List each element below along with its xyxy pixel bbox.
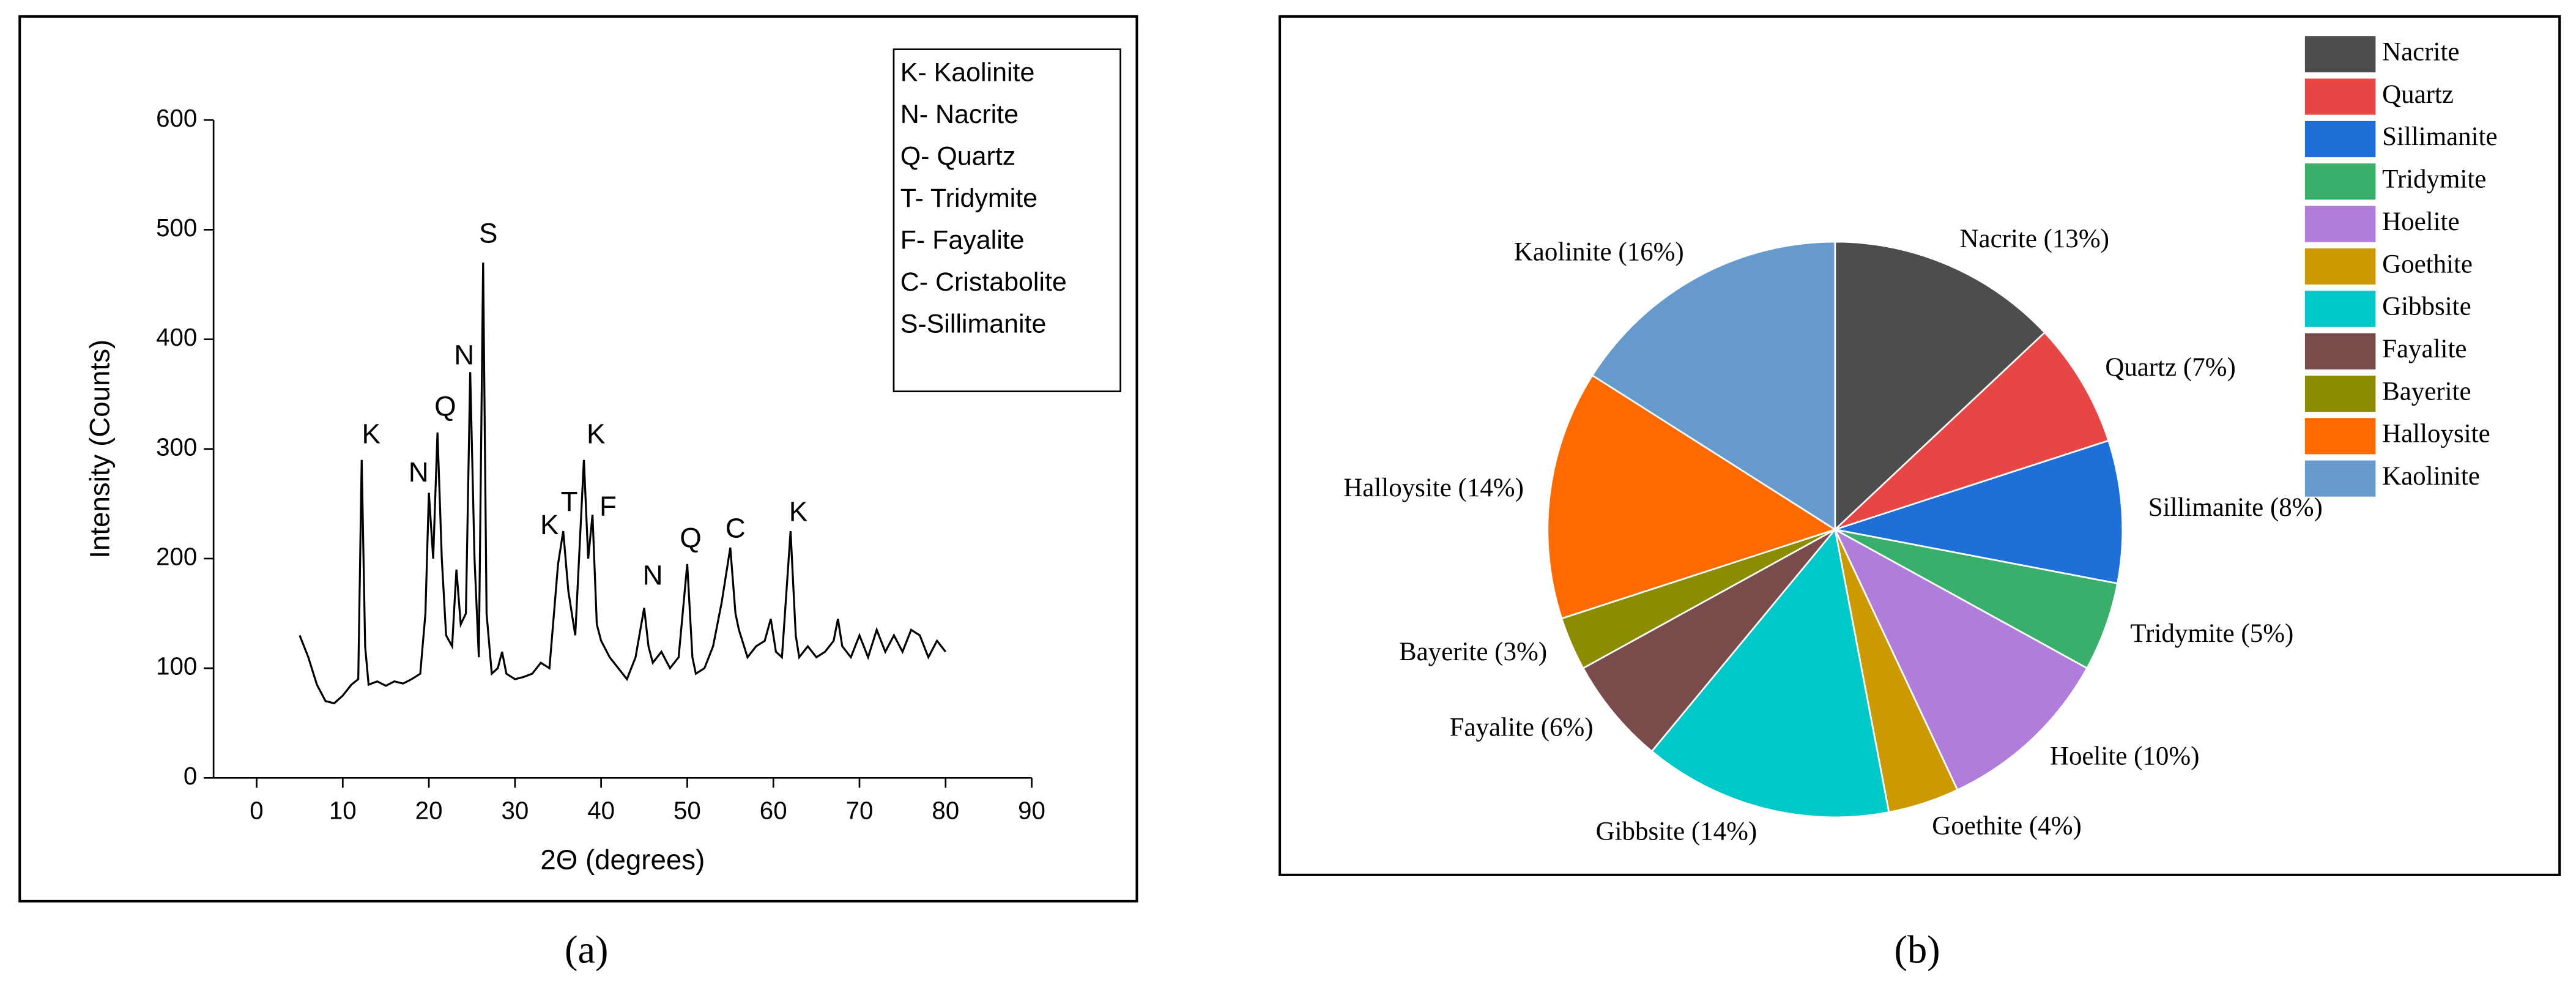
pie-slice [1650, 527, 1890, 819]
peak-label: Q [680, 523, 702, 554]
key-entry: S-Sillimanite [900, 310, 1047, 339]
y-tick-label: 300 [156, 433, 197, 461]
legend-swatch [2304, 418, 2376, 455]
legend-swatch [2304, 121, 2376, 157]
pie-slice [1834, 331, 2110, 530]
legend-swatch [2304, 206, 2376, 242]
peak-label: N [409, 456, 429, 488]
legend-swatch [2304, 333, 2376, 370]
legend-swatch [2304, 163, 2376, 200]
key-entry: C- Cristabolite [900, 267, 1067, 297]
legend-label: Fayalite [2382, 335, 2467, 363]
x-tick-label: 60 [760, 797, 787, 824]
peak-label: K [789, 496, 807, 527]
slice-label: Kaolinite (16%) [1514, 237, 1684, 266]
key-entry: N- Nacrite [900, 100, 1019, 129]
y-tick-label: 0 [184, 762, 197, 790]
pie-slice [1582, 529, 1836, 753]
pie-slice [1835, 529, 2119, 669]
pie-slice [1546, 374, 1837, 620]
legend-label: Halloysite [2382, 420, 2490, 448]
x-tick-label: 30 [501, 797, 529, 824]
panel-b-frame [1279, 15, 2561, 876]
slice-label: Sillimanite (8%) [2148, 493, 2323, 522]
y-tick-label: 400 [156, 324, 197, 351]
legend-label: Quartz [2382, 80, 2454, 109]
legend-label: Bayerite [2382, 377, 2471, 406]
legend-swatch [2304, 291, 2376, 327]
legend-label: Gibbsite [2382, 292, 2471, 321]
peak-label: T [561, 486, 578, 517]
legend-label: Sillimanite [2382, 122, 2498, 151]
y-tick-label: 100 [156, 653, 197, 680]
key-entry: F- Fayalite [900, 225, 1025, 255]
slice-label: Gibbsite (14%) [1596, 817, 1758, 846]
legend-swatch [2304, 460, 2376, 497]
x-tick-label: 20 [415, 797, 443, 824]
legend-label: Goethite [2382, 250, 2473, 278]
peak-label: K [540, 509, 559, 540]
peak-label: K [587, 418, 605, 449]
peak-label: C [726, 512, 746, 543]
key-entry: Q- Quartz [900, 141, 1016, 171]
key-entry: T- Tridymite [900, 184, 1037, 213]
key-box [893, 48, 1121, 393]
y-tick-label: 500 [156, 214, 197, 242]
slice-label: Fayalite (6%) [1450, 713, 1594, 742]
caption: (a) [565, 928, 609, 972]
legend-label: Nacrite [2382, 38, 2459, 67]
x-tick-label: 0 [250, 797, 263, 824]
x-tick-label: 10 [329, 797, 357, 824]
peak-label: F [599, 491, 617, 522]
y-tick-label: 200 [156, 543, 197, 571]
x-tick-label: 80 [932, 797, 959, 824]
legend-label: Tridymite [2382, 165, 2486, 194]
legend-swatch [2304, 78, 2376, 115]
peak-label: Q [434, 390, 456, 422]
peak-label: N [454, 339, 474, 370]
xrd-line [299, 262, 947, 705]
slice-label: Nacrite (13%) [1960, 225, 2109, 253]
panel-a-frame [18, 15, 1138, 903]
peak-label: N [643, 559, 663, 590]
pie-slice [1591, 240, 1836, 531]
slice-label: Quartz (7%) [2105, 353, 2235, 382]
pie-slice [1834, 240, 2046, 532]
x-tick-label: 50 [674, 797, 701, 824]
legend-swatch [2304, 248, 2376, 285]
slice-label: Hoelite (10%) [2050, 742, 2200, 771]
legend-swatch [2304, 375, 2376, 412]
x-tick-label: 90 [1018, 797, 1045, 824]
slice-label: Tridymite (5%) [2130, 619, 2293, 648]
x-tick-label: 40 [587, 797, 615, 824]
legend-label: Hoelite [2382, 207, 2459, 236]
x-tick-label: 70 [846, 797, 874, 824]
y-axis-label: Intensity (Counts) [84, 340, 116, 559]
pie-slice [1835, 439, 2124, 585]
key-entry: K- Kaolinite [900, 58, 1035, 87]
caption: (b) [1895, 928, 1940, 972]
peak-label: S [479, 217, 497, 248]
x-axis-label: 2Θ (degrees) [540, 844, 705, 875]
slice-label: Bayerite (3%) [1399, 638, 1547, 666]
slice-label: Halloysite (14%) [1343, 474, 1524, 502]
legend-label: Kaolinite [2382, 462, 2480, 491]
legend-swatch [2304, 36, 2376, 73]
peak-label: K [362, 418, 380, 449]
pie-slice [1833, 527, 2088, 791]
y-tick-label: 600 [156, 105, 197, 132]
slice-label: Goethite (4%) [1932, 812, 2082, 841]
